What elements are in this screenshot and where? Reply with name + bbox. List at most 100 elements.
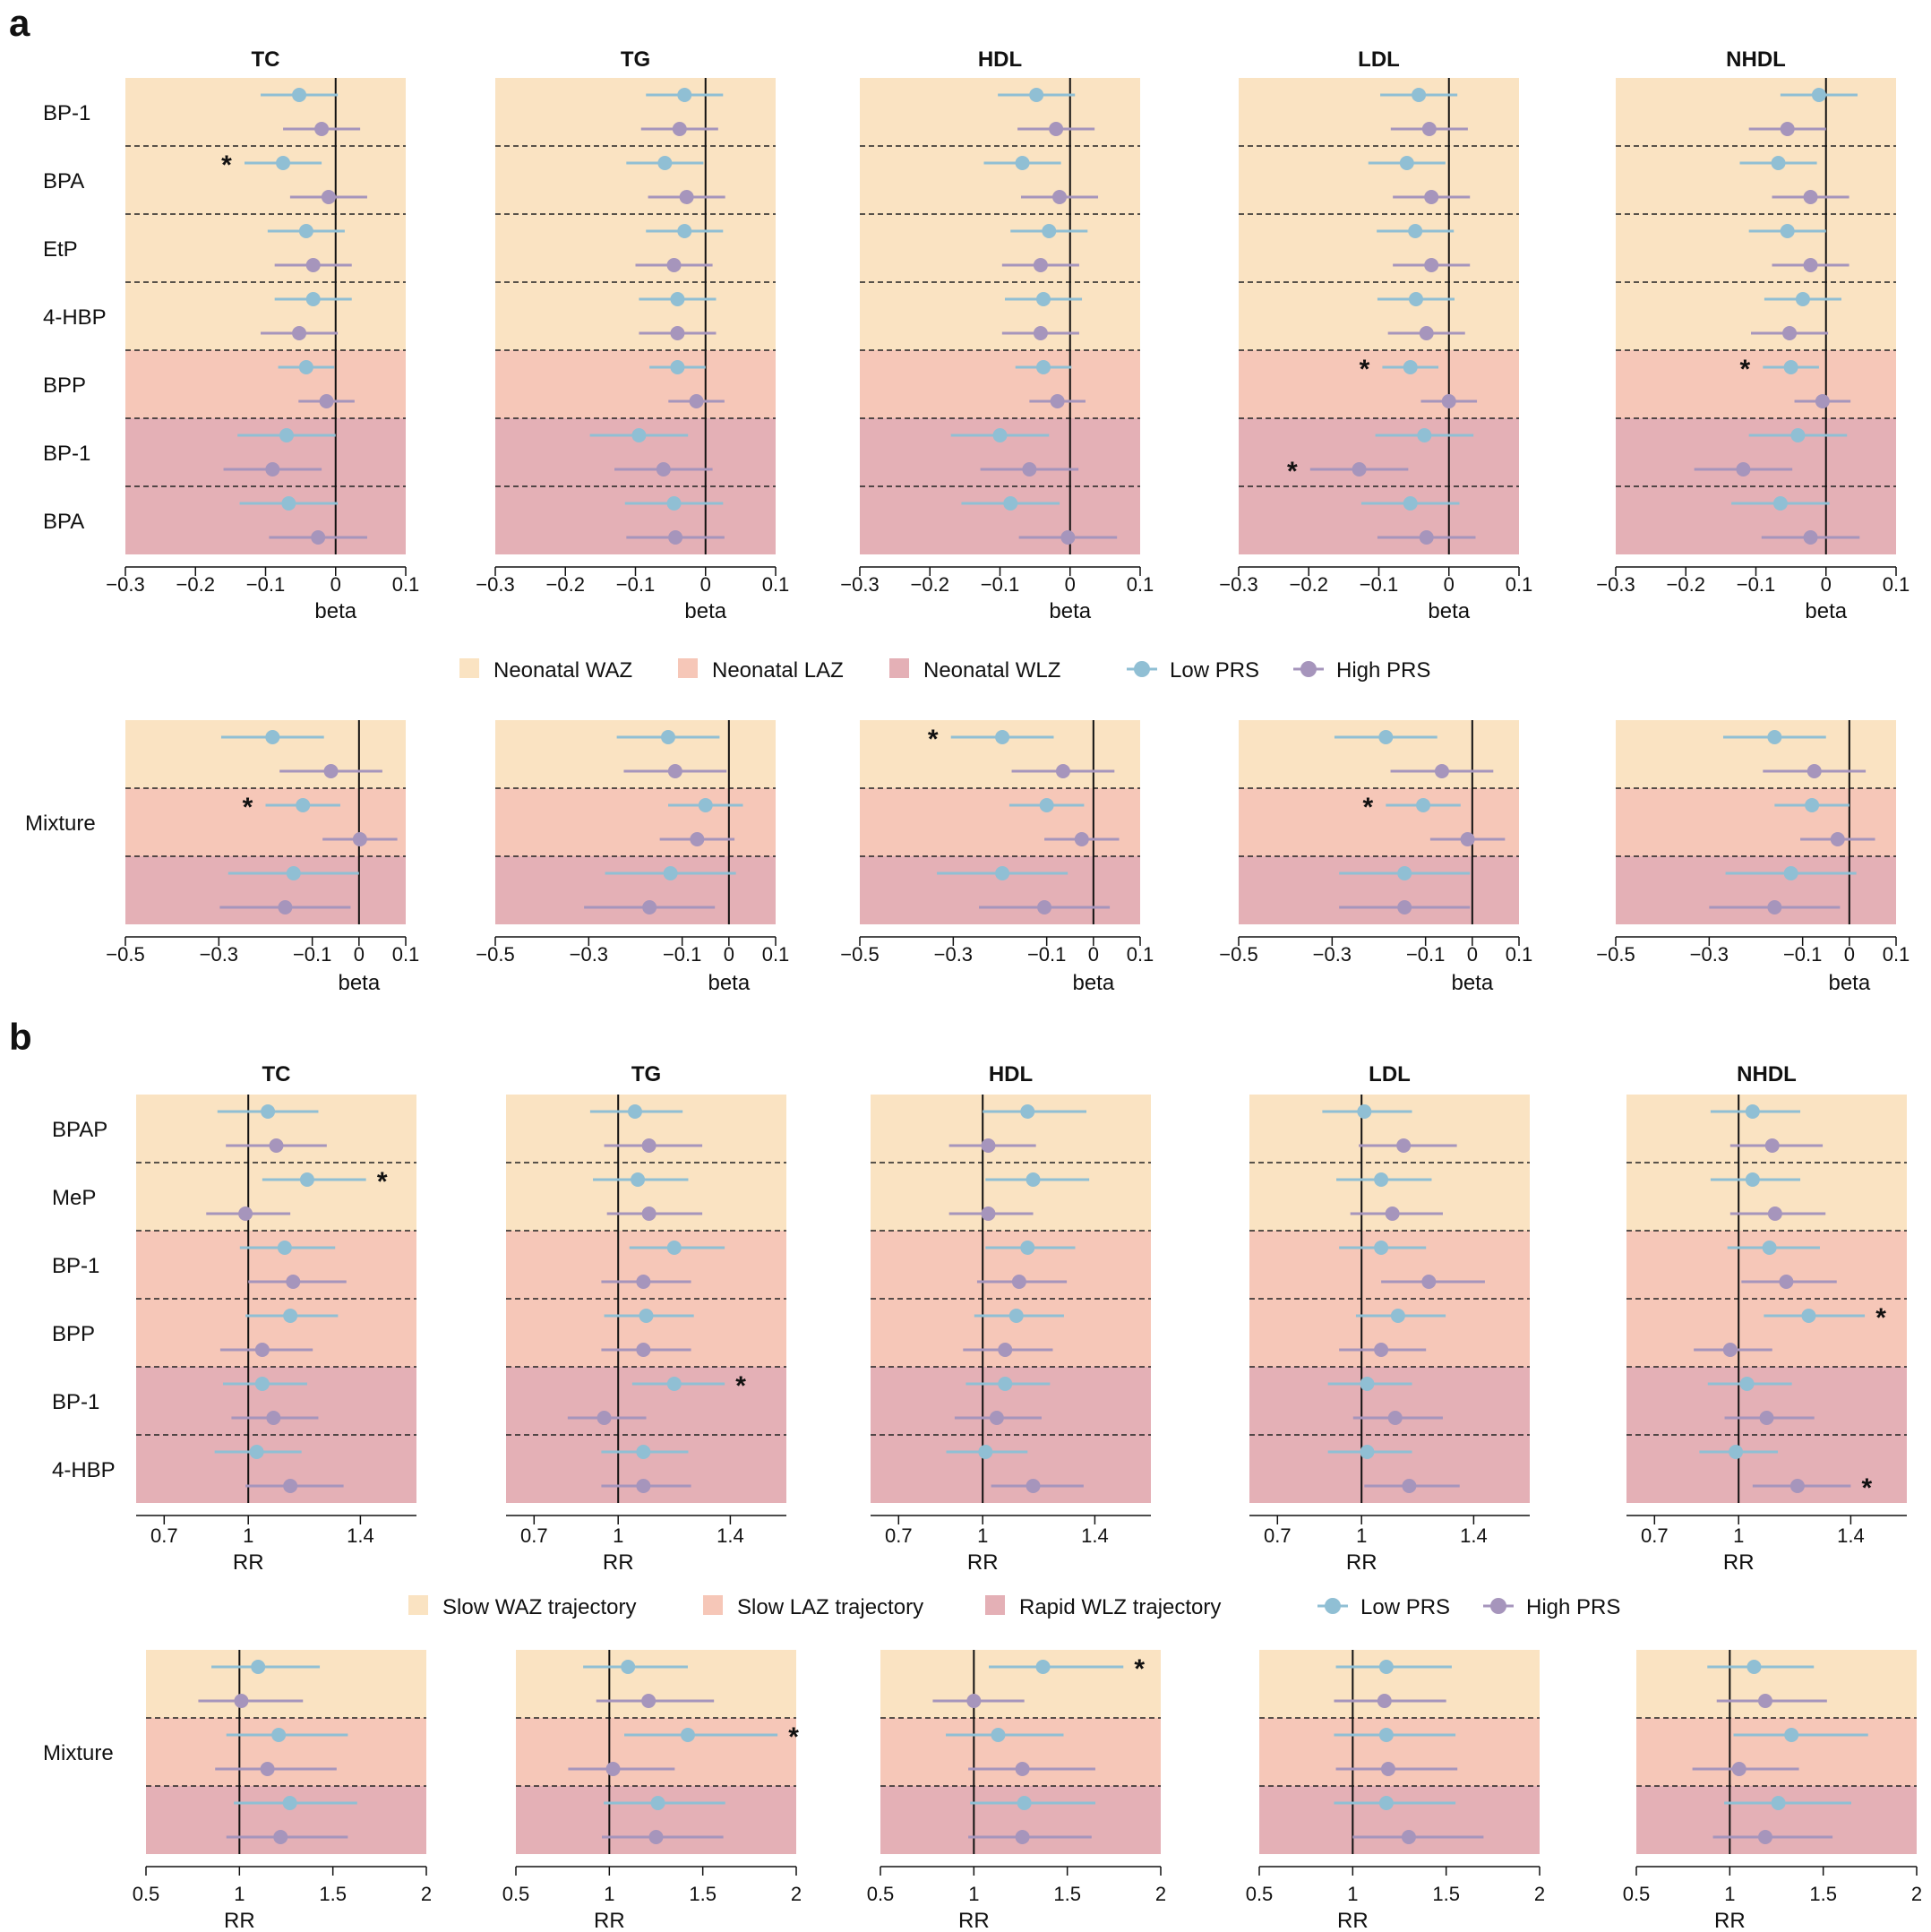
- x-axis-label: RR: [233, 1550, 264, 1575]
- low-prs-point: [992, 428, 1008, 442]
- low-prs-point: [1039, 798, 1054, 812]
- band-rapid-wlz-trajectory: [1259, 1786, 1540, 1854]
- low-prs-point: [279, 428, 294, 442]
- high-prs-point: [1757, 1694, 1772, 1708]
- band-slow-waz-trajectory: [871, 1163, 1151, 1231]
- high-prs-point: [670, 326, 685, 340]
- band-neonatal-waz: [1616, 214, 1896, 282]
- x-tick-label: 0.1: [1127, 943, 1154, 966]
- high-prs-point: [1803, 258, 1818, 272]
- band-slow-waz-trajectory: [146, 1650, 426, 1718]
- x-tick-label: 1.4: [717, 1524, 744, 1547]
- legend-label: Slow LAZ trajectory: [737, 1595, 923, 1619]
- low-prs-point: [995, 730, 1010, 744]
- low-prs-point: [621, 1660, 636, 1674]
- x-tick-label: 1: [234, 1883, 245, 1905]
- high-prs-point: [292, 326, 307, 340]
- outcome-title-tg: TG: [621, 47, 650, 72]
- band-slow-laz-trajectory: [136, 1231, 416, 1299]
- row-label: BP-1: [43, 442, 90, 466]
- x-axis-label: RR: [967, 1550, 999, 1575]
- band-neonatal-waz: [860, 78, 1140, 146]
- high-prs-point: [1830, 832, 1845, 846]
- row-label: BP-1: [43, 101, 90, 125]
- low-prs-point: [1784, 1728, 1799, 1742]
- outcome-title-nhdl: NHDL: [1726, 47, 1786, 72]
- low-prs-point: [1003, 496, 1018, 511]
- x-tick-label: 1.5: [1053, 1883, 1081, 1905]
- low-prs-point: [1408, 292, 1423, 306]
- high-prs-point: [1803, 190, 1818, 204]
- high-prs-point: [1352, 462, 1367, 477]
- low-prs-point: [249, 1445, 264, 1459]
- band-neonatal-wlz: [1616, 418, 1896, 486]
- x-axis-label: RR: [594, 1909, 625, 1932]
- x-axis-label: beta: [1828, 971, 1870, 995]
- band-neonatal-laz: [495, 350, 776, 418]
- band-neonatal-waz: [860, 282, 1140, 350]
- x-tick-label: 1: [1356, 1524, 1367, 1547]
- high-prs-point: [1385, 1206, 1400, 1221]
- high-prs-point: [981, 1206, 996, 1221]
- high-prs-point: [1424, 190, 1439, 204]
- band-slow-laz-trajectory: [871, 1299, 1151, 1367]
- significance-star: *: [735, 1371, 746, 1401]
- low-prs-point: [1780, 224, 1795, 238]
- panel-a-label: a: [9, 2, 30, 44]
- x-tick-label: −0.3: [200, 943, 238, 966]
- band-slow-waz-trajectory: [1626, 1095, 1907, 1163]
- x-tick-label: 0.5: [1246, 1883, 1274, 1905]
- x-axis-label: RR: [1714, 1909, 1746, 1932]
- band-neonatal-waz: [495, 78, 776, 146]
- band-rapid-wlz-trajectory: [146, 1786, 426, 1854]
- legend-marker: [1325, 1598, 1341, 1614]
- band-neonatal-waz: [1239, 146, 1519, 214]
- high-prs-point: [636, 1479, 651, 1493]
- high-prs-point: [641, 1206, 657, 1221]
- row-label: Mixture: [25, 811, 96, 836]
- legend-label: Rapid WLZ trajectory: [1019, 1595, 1221, 1619]
- low-prs-point: [271, 1728, 287, 1742]
- low-prs-point: [1745, 1172, 1760, 1187]
- row-label: BPA: [43, 169, 84, 193]
- high-prs-point: [273, 1830, 288, 1844]
- outcome-title-ldl: LDL: [1358, 47, 1400, 72]
- x-tick-label: −0.3: [840, 573, 879, 596]
- band-neonatal-waz: [495, 282, 776, 350]
- x-tick-label: 0.1: [1127, 573, 1154, 596]
- high-prs-point: [1434, 764, 1449, 778]
- low-prs-point: [1771, 1796, 1786, 1810]
- band-neonatal-laz: [495, 788, 776, 856]
- high-prs-point: [1033, 258, 1048, 272]
- row-label: BPA: [43, 510, 84, 534]
- band-slow-laz-trajectory: [516, 1718, 796, 1786]
- x-tick-label: −0.2: [176, 573, 215, 596]
- x-tick-label: 0.1: [1883, 943, 1910, 966]
- low-prs-point: [1036, 360, 1051, 374]
- band-neonatal-waz: [125, 720, 406, 788]
- x-axis-label: RR: [958, 1909, 990, 1932]
- x-tick-label: −0.2: [1667, 573, 1705, 596]
- band-neonatal-waz: [1616, 720, 1896, 788]
- x-axis-label: beta: [1072, 971, 1114, 995]
- x-tick-label: 0.1: [762, 573, 790, 596]
- band-slow-laz-trajectory: [136, 1299, 416, 1367]
- low-prs-point: [636, 1445, 651, 1459]
- high-prs-point: [1026, 1479, 1041, 1493]
- high-prs-point: [1757, 1830, 1772, 1844]
- legend-swatch: [408, 1595, 428, 1615]
- low-prs-point: [680, 1728, 695, 1742]
- low-prs-point: [698, 798, 713, 812]
- high-prs-point: [641, 1694, 657, 1708]
- band-slow-waz-trajectory: [136, 1163, 416, 1231]
- high-prs-point: [1380, 1762, 1395, 1776]
- high-prs-point: [1402, 1479, 1417, 1493]
- band-rapid-wlz-trajectory: [871, 1435, 1151, 1503]
- legend-swatch: [703, 1595, 723, 1615]
- band-neonatal-wlz: [125, 856, 406, 924]
- x-tick-label: −0.5: [106, 943, 144, 966]
- high-prs-point: [1789, 1479, 1805, 1493]
- low-prs-point: [1017, 1796, 1032, 1810]
- x-tick-label: 0.5: [502, 1883, 530, 1905]
- x-tick-label: −0.3: [476, 573, 514, 596]
